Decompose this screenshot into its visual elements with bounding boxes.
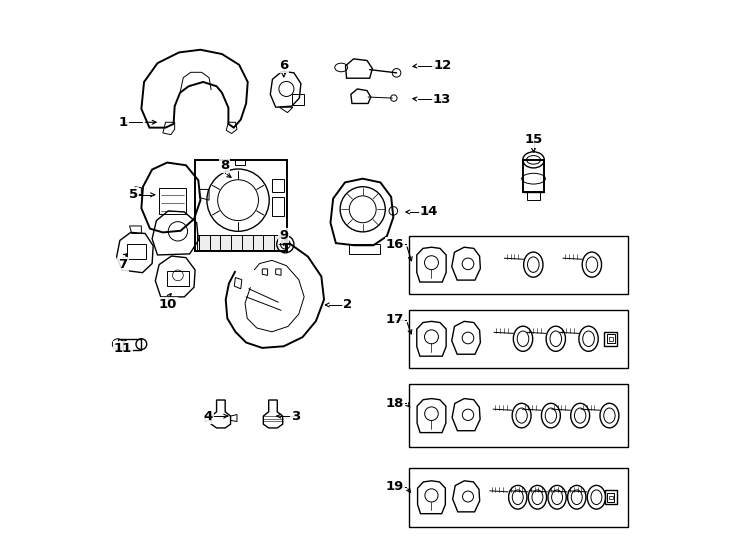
Bar <box>195 160 288 251</box>
Bar <box>409 384 628 447</box>
Bar <box>292 94 304 105</box>
Bar <box>128 244 146 259</box>
Text: 16: 16 <box>386 238 404 251</box>
Bar <box>409 310 628 368</box>
Text: 19: 19 <box>386 480 404 493</box>
Bar <box>349 244 380 254</box>
Text: 13: 13 <box>433 93 451 106</box>
Bar <box>272 179 284 192</box>
Text: 2: 2 <box>343 299 352 312</box>
Bar <box>609 337 613 341</box>
Text: 8: 8 <box>220 159 229 172</box>
Bar <box>523 160 545 192</box>
Text: 1: 1 <box>118 116 128 129</box>
Bar <box>197 234 286 249</box>
Bar <box>608 493 614 502</box>
Bar <box>527 192 540 200</box>
Text: 15: 15 <box>524 133 542 146</box>
Bar <box>167 271 189 286</box>
Text: 11: 11 <box>114 342 132 355</box>
Text: 18: 18 <box>386 397 404 410</box>
Text: 4: 4 <box>204 410 213 423</box>
Bar <box>605 490 617 504</box>
Bar <box>609 496 613 499</box>
Bar <box>159 188 186 214</box>
Text: 12: 12 <box>433 59 451 72</box>
Bar <box>117 339 142 349</box>
Text: 3: 3 <box>291 410 300 423</box>
Text: 7: 7 <box>118 258 128 271</box>
Bar <box>409 235 628 294</box>
Bar <box>604 332 617 346</box>
Text: 6: 6 <box>279 59 288 72</box>
Bar <box>409 468 628 527</box>
Text: 10: 10 <box>159 299 178 312</box>
Bar <box>272 198 284 217</box>
Text: 9: 9 <box>279 228 288 241</box>
Text: 17: 17 <box>386 313 404 327</box>
Text: 5: 5 <box>128 188 138 201</box>
Text: 14: 14 <box>420 206 438 219</box>
Bar <box>607 334 614 343</box>
